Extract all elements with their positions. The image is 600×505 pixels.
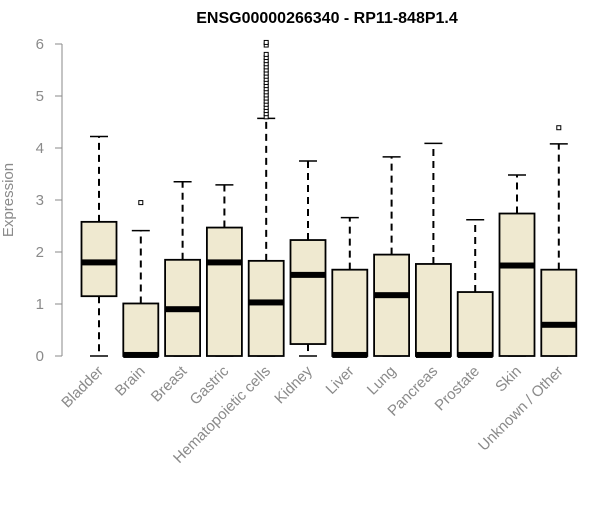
box-iqr: [205, 226, 243, 357]
box-iqr: [331, 268, 369, 357]
box-group: [373, 156, 411, 357]
y-axis: 0 1 2 3 4 5 6: [36, 36, 63, 365]
outlier-point: [138, 200, 144, 206]
x-tick-label: Skin: [492, 363, 525, 396]
outlier-point: [263, 51, 269, 57]
median-line: [206, 259, 242, 266]
box-iqr: [498, 212, 536, 357]
chart-title: ENSG00000266340 - RP11-848P1.4: [196, 10, 458, 27]
median-line: [374, 292, 410, 299]
box-group: [540, 125, 578, 357]
box-group: [498, 174, 536, 357]
median-line: [541, 321, 577, 328]
box-iqr: [456, 291, 494, 357]
median-line: [290, 271, 326, 278]
x-tick-label: Bladder: [58, 363, 107, 412]
box-group: [289, 160, 327, 357]
box-group: [205, 184, 243, 357]
box-group: [80, 135, 118, 357]
x-tick-label: Liver: [323, 363, 358, 398]
box-group: [122, 200, 160, 358]
y-tick-label: 4: [36, 140, 44, 157]
median-line: [415, 351, 451, 358]
box-group: [456, 219, 494, 358]
median-line: [165, 306, 201, 313]
y-tick-label: 1: [36, 296, 44, 313]
x-tick-label: Kidney: [271, 362, 316, 407]
box-iqr: [289, 239, 327, 345]
median-line: [499, 262, 535, 269]
x-tick-label: Lung: [364, 363, 400, 399]
box-iqr: [540, 268, 578, 357]
y-axis-label: Expression: [0, 163, 17, 237]
box-iqr: [122, 302, 160, 357]
y-tick-label: 0: [36, 348, 44, 365]
x-tick-label: Breast: [148, 362, 191, 405]
outlier-point: [263, 39, 269, 45]
box-iqr: [373, 253, 411, 357]
box-group: [164, 181, 202, 357]
x-tick-label: Prostate: [431, 363, 483, 415]
median-line: [248, 299, 284, 306]
median-line: [81, 259, 117, 266]
box-iqr: [80, 220, 118, 298]
y-tick-label: 5: [36, 88, 44, 105]
box-iqr: [414, 263, 452, 357]
median-line: [457, 351, 493, 358]
box-group: [414, 142, 452, 358]
boxes-layer: [80, 39, 578, 358]
box-group: [247, 39, 285, 357]
y-tick-label: 3: [36, 192, 44, 209]
y-tick-label: 6: [36, 36, 44, 53]
outlier-point: [556, 125, 562, 131]
y-tick-label: 2: [36, 244, 44, 261]
x-tick-label: Brain: [112, 363, 149, 400]
box-iqr: [247, 259, 285, 357]
median-line: [123, 351, 159, 358]
median-line: [332, 351, 368, 358]
box-group: [331, 216, 369, 358]
